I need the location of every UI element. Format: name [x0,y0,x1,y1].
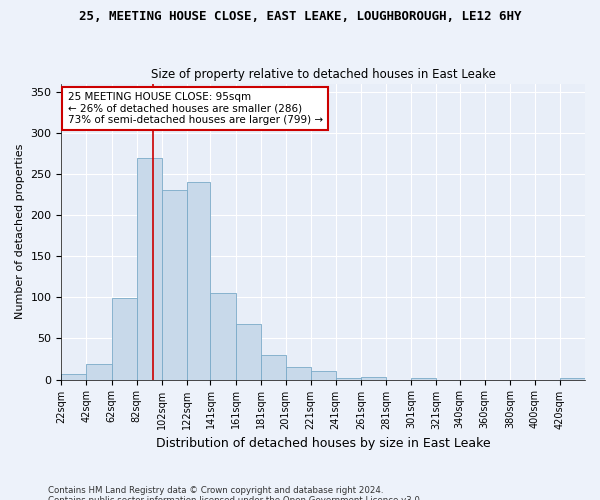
Bar [86,364,112,380]
Text: 25 MEETING HOUSE CLOSE: 95sqm
← 26% of detached houses are smaller (286)
73% of : 25 MEETING HOUSE CLOSE: 95sqm ← 26% of d… [68,92,323,125]
Title: Size of property relative to detached houses in East Leake: Size of property relative to detached ho… [151,68,496,81]
Bar [187,182,211,380]
Bar [236,324,260,380]
Bar [211,293,236,380]
Bar [112,298,137,380]
Text: Contains public sector information licensed under the Open Government Licence v3: Contains public sector information licen… [48,496,422,500]
Bar [311,372,336,380]
Bar [260,355,286,380]
Y-axis label: Number of detached properties: Number of detached properties [15,144,25,320]
Text: Contains HM Land Registry data © Crown copyright and database right 2024.: Contains HM Land Registry data © Crown c… [48,486,383,495]
Bar [336,378,361,380]
X-axis label: Distribution of detached houses by size in East Leake: Distribution of detached houses by size … [156,437,491,450]
Text: 25, MEETING HOUSE CLOSE, EAST LEAKE, LOUGHBOROUGH, LE12 6HY: 25, MEETING HOUSE CLOSE, EAST LEAKE, LOU… [79,10,521,23]
Bar [161,190,187,380]
Bar [61,374,86,380]
Bar [411,378,436,380]
Bar [361,377,386,380]
Bar [560,378,585,380]
Bar [137,158,161,380]
Bar [286,367,311,380]
